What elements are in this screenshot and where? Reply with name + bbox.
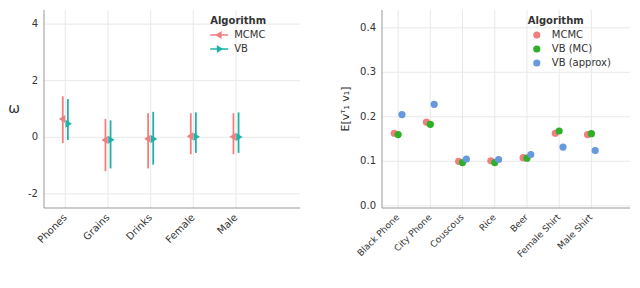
x-grid-line [462, 10, 463, 208]
interval [238, 112, 240, 152]
x-tick-label: Phones [36, 212, 69, 245]
legend-title: Algorithm [210, 15, 266, 26]
y-tick-label: 2 [32, 75, 38, 86]
series [395, 121, 595, 166]
y-tick-label: 0.4 [360, 22, 376, 33]
legend-label: VB (approx) [552, 57, 611, 68]
y-grid-line [382, 205, 630, 206]
interval [67, 99, 69, 140]
dot [527, 151, 534, 158]
x-grid-line [398, 10, 399, 208]
legend-marker [533, 45, 540, 52]
y-tick-label: 0.0 [360, 200, 376, 211]
legend: Algorithm MCMC VB (MC) VB (approx) [528, 15, 611, 68]
x-tick-label: Rice [477, 212, 498, 233]
legend-marker [215, 31, 221, 39]
series [59, 96, 236, 171]
mean-marker [229, 133, 235, 141]
series [398, 101, 598, 163]
legend-marker [533, 31, 540, 38]
dot [431, 101, 438, 108]
legend-label: MCMC [234, 29, 265, 40]
interval [233, 113, 235, 154]
x-tick-label: Couscous [428, 212, 466, 250]
x-grid-line [108, 10, 109, 208]
legend-marker [217, 45, 223, 53]
legend-title: Algorithm [528, 15, 584, 26]
interval [195, 112, 197, 152]
background [0, 0, 640, 288]
y-axis-label: ω [8, 100, 20, 116]
y-grid-line [382, 116, 630, 117]
mean-marker [144, 135, 150, 143]
dot [588, 130, 595, 137]
y-axis-label: E[vᵀ₁ v₁] [339, 86, 352, 131]
x-grid-line [65, 10, 66, 208]
x-tick-label: Beer [508, 212, 530, 234]
x-tick-label: Male [215, 212, 240, 237]
x-grid-line [430, 10, 431, 208]
legend-label: MCMC [552, 29, 583, 40]
marks [59, 96, 243, 171]
mean-marker [236, 133, 242, 141]
y-tick-label: 0.2 [360, 111, 376, 122]
mean-marker [193, 133, 199, 141]
grid [44, 10, 300, 208]
x-grid-line [494, 10, 495, 208]
y-grid-line [382, 27, 630, 28]
legend-marker [533, 59, 540, 66]
panel: 0.0 0.1 0.2 0.3 0.4 Black PhoneCity PhoneCous… [339, 10, 630, 259]
x-grid-line [526, 10, 527, 208]
mean-marker [108, 136, 114, 144]
y-grid-line [382, 161, 630, 162]
legend-label: VB (MC) [552, 43, 592, 54]
x-axis-line [44, 208, 300, 209]
y-grid-line [44, 193, 300, 194]
y-tick-label: 4 [32, 18, 38, 29]
mean-marker [65, 120, 71, 128]
mean-marker [151, 135, 157, 143]
y-grid-line [44, 80, 300, 81]
x-tick-label: Female Shirt [515, 212, 562, 259]
legend: Algorithm MCMC VB [210, 15, 266, 54]
interval [105, 119, 107, 171]
y-grid-line [382, 72, 630, 73]
legend-label: VB [234, 43, 248, 54]
x-tick-label: Grains [81, 212, 112, 243]
x-grid-line [193, 10, 194, 208]
y-axis-line [382, 10, 383, 208]
y-axis-line [44, 10, 45, 208]
dot [559, 143, 566, 150]
x-tick-label: Drinks [124, 212, 154, 242]
series [391, 119, 591, 165]
grid [382, 10, 630, 208]
x-tick-label: Female [164, 212, 197, 245]
dot [427, 121, 434, 128]
x-axis-line [382, 208, 630, 209]
dot [556, 127, 563, 134]
dot [395, 131, 402, 138]
panel: -2 0 2 4 Phones Grains Drinks Female Male ω Algori… [8, 10, 300, 245]
y-grid-line [44, 137, 300, 138]
dot [592, 147, 599, 154]
y-tick-label: 0 [32, 131, 38, 142]
mean-marker [101, 136, 107, 144]
x-grid-line [150, 10, 151, 208]
mean-marker [187, 132, 193, 140]
chart-root: -2 0 2 4 Phones Grains Drinks Female Male ω Algori… [0, 0, 640, 288]
x-tick-label: Male Shirt [555, 212, 594, 251]
x-grid-line [591, 10, 592, 208]
interval [110, 120, 112, 168]
y-tick-label: 0.1 [360, 155, 376, 166]
marks [391, 101, 599, 166]
y-tick-label: 0.3 [360, 66, 376, 77]
dot [495, 156, 502, 163]
dot [463, 155, 470, 162]
x-tick-label: Black Phone [355, 212, 401, 258]
dot [398, 111, 405, 118]
x-tick-label: City Phone [392, 212, 434, 254]
mean-marker [59, 115, 65, 123]
series [65, 99, 242, 168]
y-tick-label: -2 [28, 188, 38, 199]
